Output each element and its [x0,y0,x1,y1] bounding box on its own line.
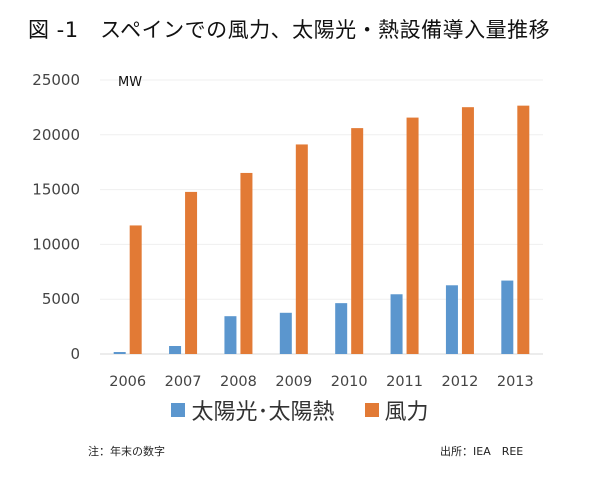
bar-solar-2006 [113,352,126,354]
x-tick-label: 2008 [220,374,257,390]
footnote: 注：年末の数字 [88,445,165,458]
bar-solar-2009 [279,312,292,354]
chart-title: 図 -1 スペインでの風力、太陽光・熱設備導入量推移 [28,18,551,42]
bar-wind-2012 [461,107,474,354]
y-tick-label: 0 [70,345,80,363]
legend-swatch-solar [171,403,186,417]
source-note: 出所：IEA REE [440,445,524,458]
x-tick-label: 2010 [331,374,368,390]
y-tick-label: 25000 [32,71,80,89]
bar-solar-2013 [501,280,514,354]
bar-solar-2008 [224,316,237,354]
bar-solar-2012 [445,285,458,354]
bar-wind-2006 [129,225,142,354]
x-tick-label: 2007 [165,374,202,390]
bar-solar-2011 [390,294,403,354]
y-tick-label: 20000 [32,126,80,144]
legend-item-solar: 太陽光･太陽熱 [171,394,335,426]
legend: 太陽光･太陽熱 風力 [0,394,600,426]
gridlines [100,79,543,355]
bar-wind-2010 [351,128,364,354]
legend-item-wind: 風力 [364,394,429,426]
x-axis-ticks: 2006 2007 2008 2009 2010 2011 2012 2013 [109,374,534,390]
x-tick-label: 2009 [275,374,312,390]
legend-label-solar: 太陽光･太陽熱 [191,400,335,425]
bar-wind-2007 [185,191,198,354]
y-tick-label: 5000 [42,290,80,308]
bar-solar-2007 [169,345,182,354]
y-tick-label: 10000 [32,235,80,253]
bar-wind-2008 [240,172,253,354]
legend-label-wind: 風力 [384,400,429,425]
bar-wind-2011 [406,117,419,354]
bar-solar-2010 [335,303,348,354]
x-tick-label: 2012 [441,374,478,390]
bars [113,105,530,355]
legend-swatch-wind [364,403,379,417]
y-tick-label: 15000 [32,181,80,199]
bar-wind-2013 [517,105,530,355]
x-tick-label: 2006 [109,374,146,390]
x-tick-label: 2013 [497,374,534,390]
bar-wind-2009 [295,144,308,354]
unit-label: MW [118,75,142,90]
x-tick-label: 2011 [386,374,423,390]
y-axis-ticks: 0 5000 10000 15000 20000 25000 [32,71,80,363]
